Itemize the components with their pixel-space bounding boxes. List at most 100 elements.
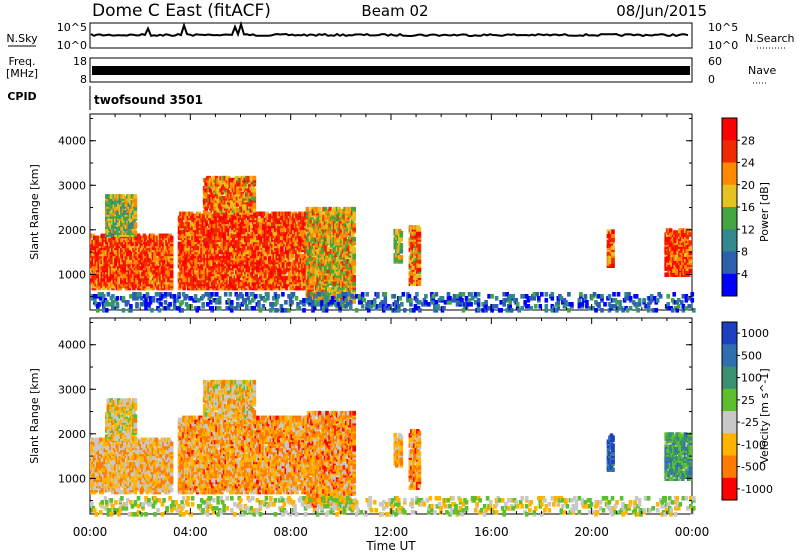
nave-label: Nave [748, 64, 776, 77]
echo-cell [310, 226, 314, 232]
echo-cell [236, 189, 240, 195]
echo-cell [194, 257, 198, 263]
freq-strip: Freq. [MHz] 18 8 60 0 Nave [6, 55, 777, 86]
echo-cell [283, 269, 287, 275]
nsky-trace [90, 20, 689, 38]
echo-cell [417, 243, 422, 248]
echo-cell [399, 230, 404, 236]
echo-cell [417, 279, 422, 284]
echo-cell [292, 249, 296, 255]
echo-cell [133, 210, 138, 215]
echo-cell [215, 263, 219, 269]
echo-cell [317, 206, 322, 212]
echo-cell [182, 211, 186, 217]
echo-cell [127, 249, 132, 255]
echo-cell [102, 285, 106, 291]
echo-cell [417, 267, 422, 272]
echo-cell [225, 183, 229, 189]
echo-cell [280, 247, 284, 253]
echo-cell [352, 222, 356, 228]
echo-cell [169, 259, 174, 265]
echo-cell [611, 251, 615, 256]
freq-unit: [MHz] [6, 67, 38, 80]
echo-cell [169, 247, 174, 253]
echo-cell [100, 277, 105, 283]
echo-cell [295, 267, 299, 273]
echo-cell [611, 259, 615, 264]
echo-cell [130, 277, 135, 283]
echo-cell [169, 269, 174, 275]
echo-cell [664, 272, 668, 277]
echo-cell [227, 189, 231, 195]
echo-cell [213, 210, 217, 215]
nsearch-tick-top: 10^5 [708, 21, 738, 34]
echo-cell [399, 255, 404, 260]
echo-cell [259, 225, 263, 231]
echo-cell [142, 233, 147, 239]
freq-frame [89, 57, 693, 83]
echo-cell [417, 273, 422, 278]
echo-cell [96, 273, 100, 279]
power-echoes [90, 175, 696, 313]
nave-band [92, 66, 690, 75]
echo-cell [611, 245, 615, 250]
echo-cell [121, 194, 126, 199]
echo-cell [222, 196, 226, 201]
echo-cell [246, 175, 251, 181]
freq-label: Freq. [8, 55, 35, 68]
cpid-label: CPID [7, 90, 36, 103]
echo-cell [352, 214, 356, 220]
echo-cell [130, 269, 135, 275]
echo-cell [417, 231, 422, 236]
nsky-strip: N.Sky 10^5 10^0 10^5 10^0 N.Search [6, 20, 795, 52]
echo-cell [226, 227, 230, 233]
nsearch-tick-bottom: 10^0 [708, 39, 738, 52]
echo-cell [133, 194, 138, 199]
echo-cell [302, 285, 307, 291]
echo-cell [169, 273, 174, 279]
echo-cell [274, 265, 278, 271]
echo-cell [124, 255, 129, 261]
echo-cell [252, 175, 257, 181]
echo-cell [252, 187, 257, 193]
echo-cell [417, 247, 422, 252]
echo-cell [153, 251, 157, 257]
echo-cell [177, 241, 182, 247]
echo-cell [399, 249, 404, 254]
beam-title: Beam 02 [361, 2, 428, 20]
echo-cell [296, 285, 301, 291]
echo-cell [252, 208, 257, 213]
echo-cell [611, 233, 615, 238]
echo-cell [259, 217, 263, 223]
echo-cell [668, 228, 673, 233]
cpid-value: twofsound 3501 [94, 93, 203, 107]
echo-cell [332, 265, 337, 270]
echo-cell [417, 253, 422, 258]
nsky-tick-top: 10^5 [57, 21, 87, 34]
echo-cell [332, 228, 337, 234]
echo-cell [290, 253, 295, 259]
echo-cell [352, 275, 356, 280]
echo-cell [103, 255, 108, 261]
echo-cell [668, 242, 673, 247]
echo-cell [334, 277, 338, 282]
echo-cell [111, 212, 115, 217]
echo-cell [148, 271, 153, 277]
echo-cell [169, 235, 174, 241]
echo-cell [399, 236, 404, 242]
nave-tick-bottom: 0 [708, 73, 715, 86]
echo-cell [281, 257, 286, 263]
echo-cell [252, 202, 257, 207]
echo-cell [417, 259, 422, 264]
nave-tick-top: 60 [708, 55, 722, 68]
echo-cell [314, 243, 319, 248]
echo-cell [260, 229, 265, 235]
echo-cell [352, 265, 356, 270]
echo-cell [329, 243, 334, 248]
echo-cell [332, 281, 337, 286]
echo-cell [201, 275, 206, 281]
echo-cell [129, 245, 133, 251]
date-title: 08/Jun/2015 [616, 2, 707, 20]
station-title: Dome C East (fitACF) [92, 1, 271, 21]
nsearch-label: N.Search [745, 32, 795, 45]
